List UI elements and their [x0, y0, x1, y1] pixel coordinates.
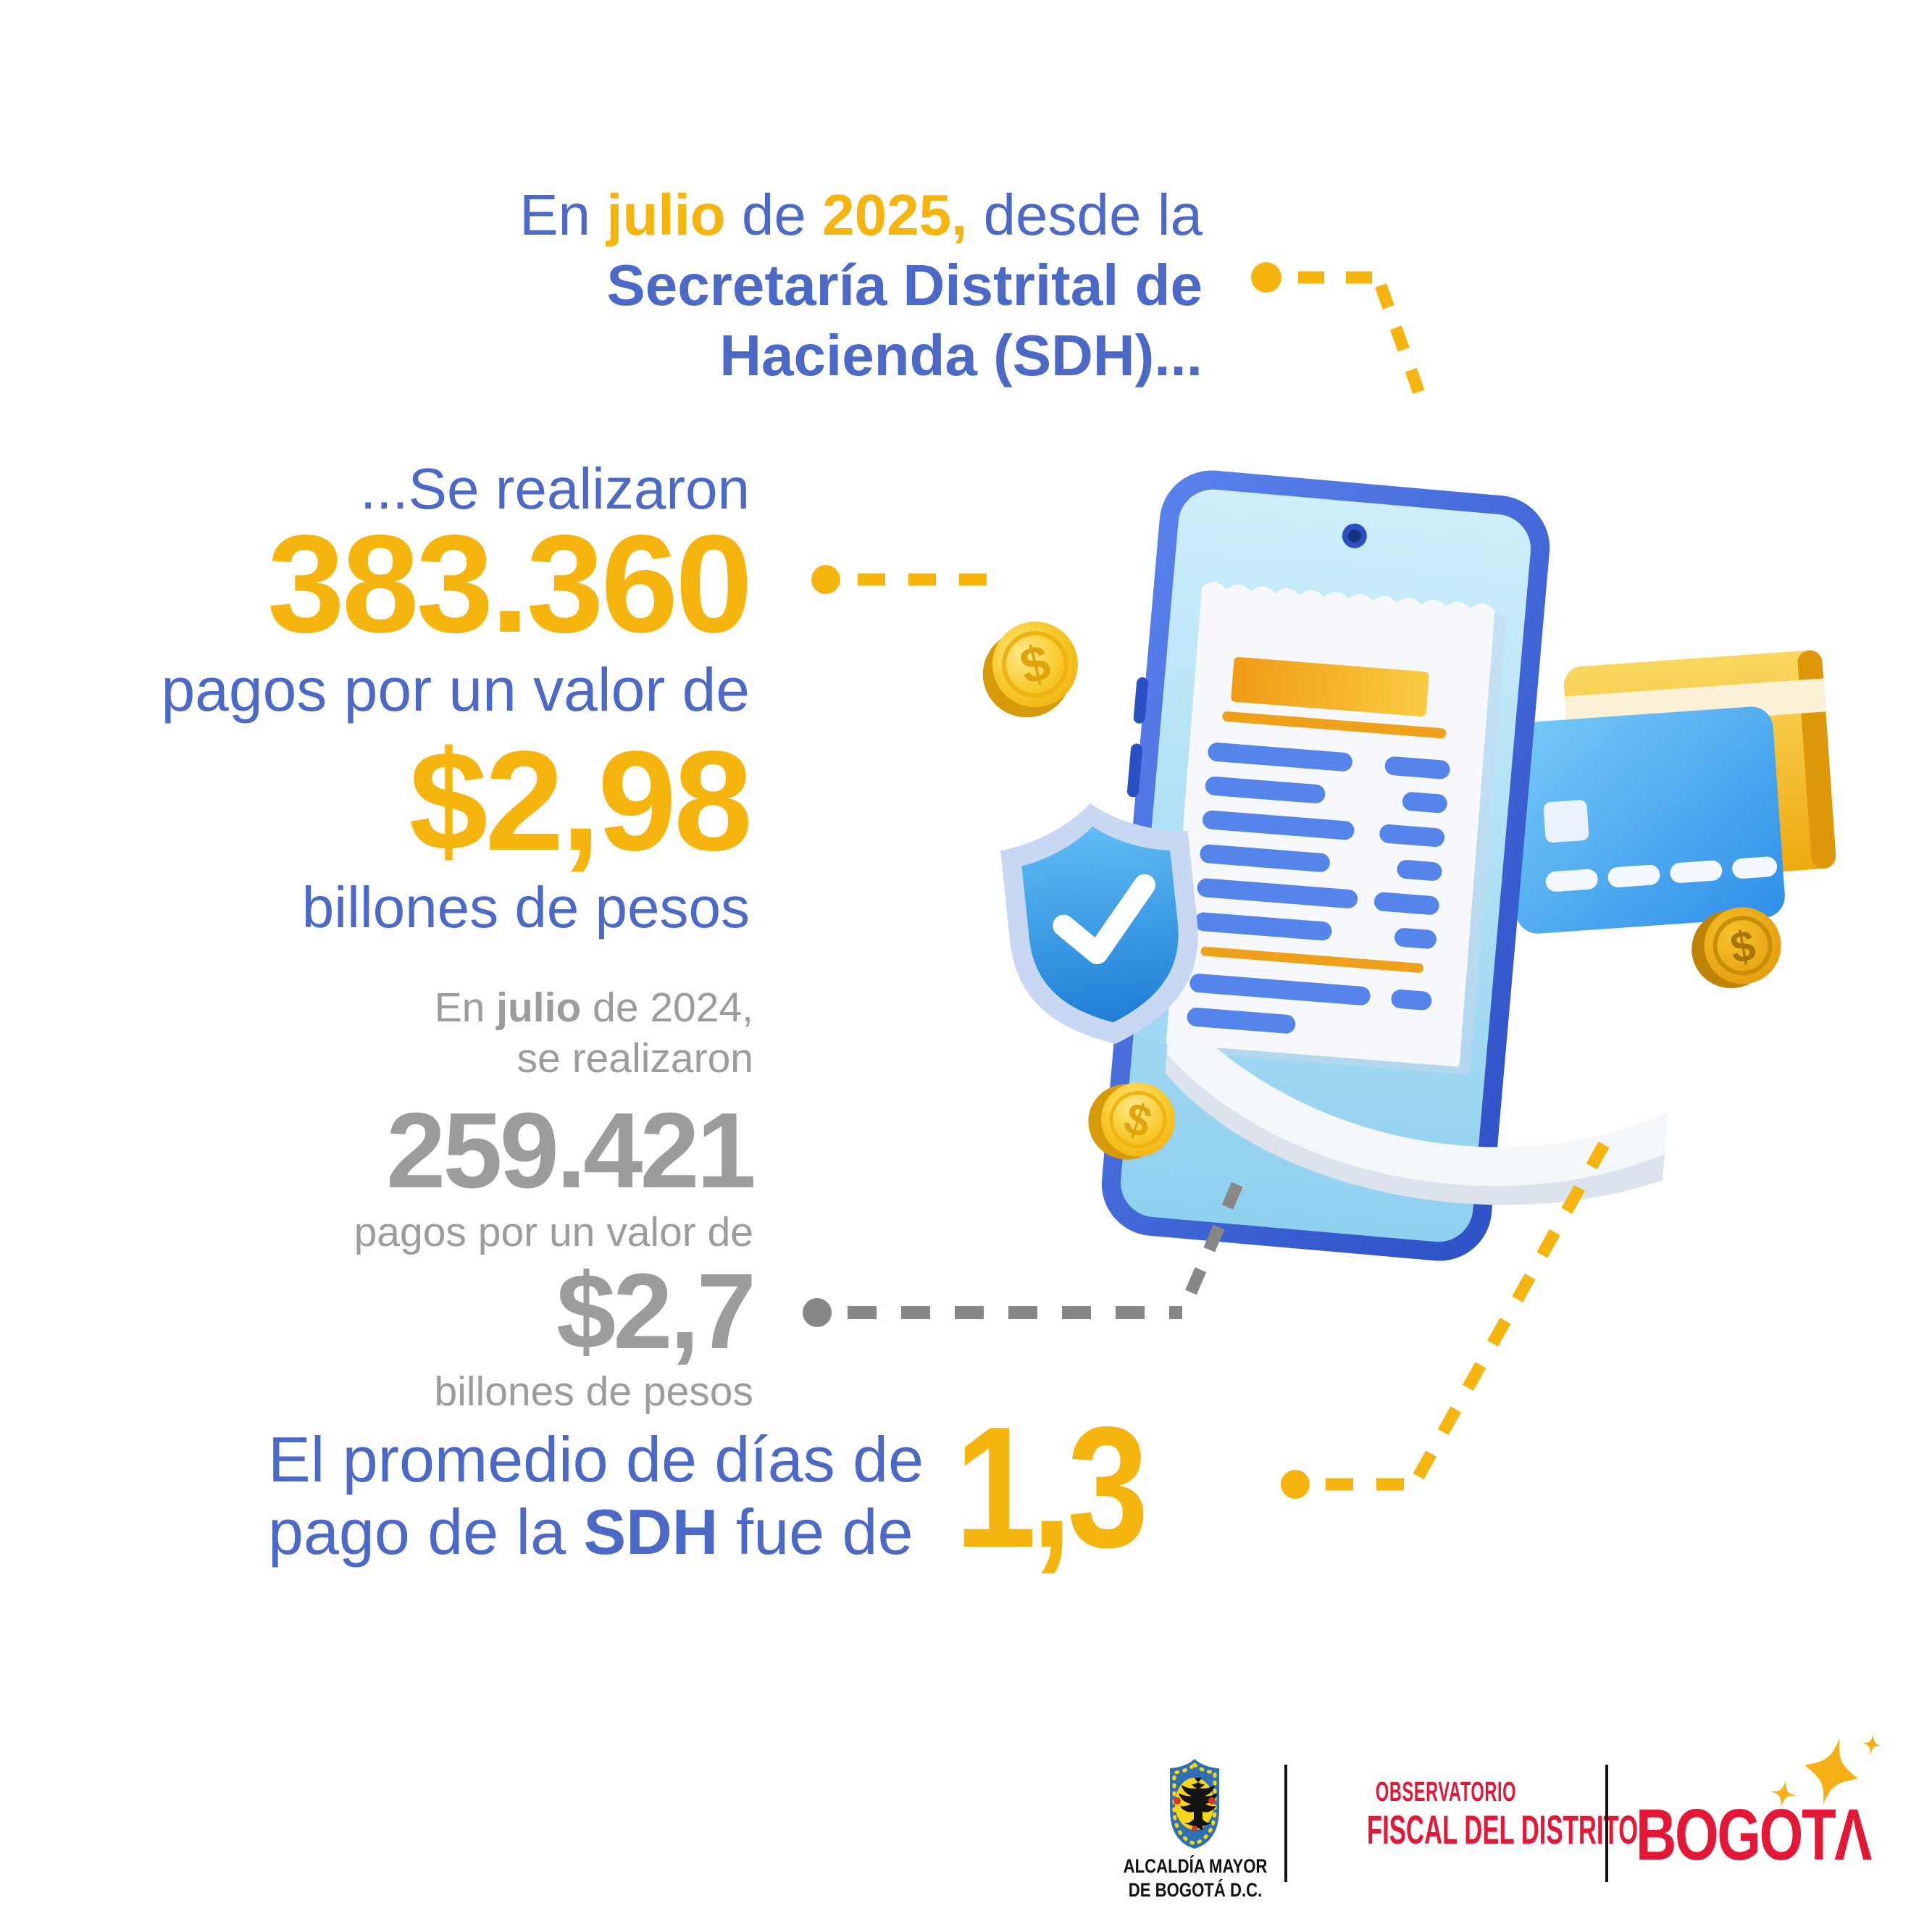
bogota-star-icon [1770, 1734, 1882, 1807]
receipt-lines [1194, 743, 1450, 949]
stats-2025-amount: $2,98 [409, 722, 753, 880]
stats-2025-unit: billones de pesos [301, 875, 750, 940]
coin-dollar-icon: $ [1691, 907, 1781, 989]
coin-dollar-icon: $ [982, 622, 1078, 718]
avg-days-line2: pago de la SDH fue de [268, 1496, 913, 1568]
avg-days-line1: El promedio de días de [268, 1423, 924, 1495]
highlight-month: julio [606, 183, 726, 247]
alcaldia-label: ALCALDÍA MAYOR DE BOGOTÁ D.C. [1123, 1855, 1268, 1901]
alcaldia-crest-icon [1170, 1759, 1219, 1849]
stats-2025-lead: ...Se realizaron [359, 456, 750, 521]
highlight-year: 2025, [822, 183, 968, 247]
connector-2024 [803, 1168, 1249, 1327]
intro-line-1: En julio de 2025, desde la [519, 183, 1203, 247]
footer-divider [1605, 1765, 1608, 1882]
card-chip-icon [1543, 800, 1589, 843]
footer-divider [1284, 1765, 1287, 1882]
intro-heading: En julio de 2025, desde la Secretaría Di… [519, 180, 1203, 390]
stats-2024-count: 259.421 [386, 1091, 756, 1210]
bogota-logo: BOGOTΛ [1636, 1794, 1872, 1875]
stats-2024-line2: se realizaron [517, 1035, 753, 1082]
intro-line-2: Secretaría Distrital de [606, 253, 1203, 317]
shield-check-icon [1000, 803, 1198, 1045]
coin-dollar-icon: $ [1088, 1082, 1176, 1160]
receipt-header-bar [1231, 657, 1429, 717]
credit-cards-icon [1504, 650, 1836, 934]
intro-line-3: Hacienda (SDH)... [719, 323, 1203, 388]
receipt-icon [1165, 582, 1668, 1205]
stats-2024-mid: pagos por un valor de [354, 1209, 753, 1255]
avg-days-value: 1,3 [955, 1392, 1149, 1584]
stats-2024-intro: En julio de 2024, [434, 984, 753, 1031]
observatorio-logo: OBSERVATORIO FISCAL DEL DISTRITO [1366, 1777, 1639, 1852]
stats-2025-count: 383.360 [267, 506, 753, 661]
stats-2025-mid: pagos por un valor de [161, 656, 750, 724]
stats-2024-amount: $2,7 [556, 1252, 756, 1371]
connector-intro [1251, 262, 1431, 409]
stats-2024-unit: billones de pesos [434, 1368, 753, 1415]
connector-avg-days [1281, 1141, 1610, 1499]
connector-count-2025 [811, 565, 994, 594]
